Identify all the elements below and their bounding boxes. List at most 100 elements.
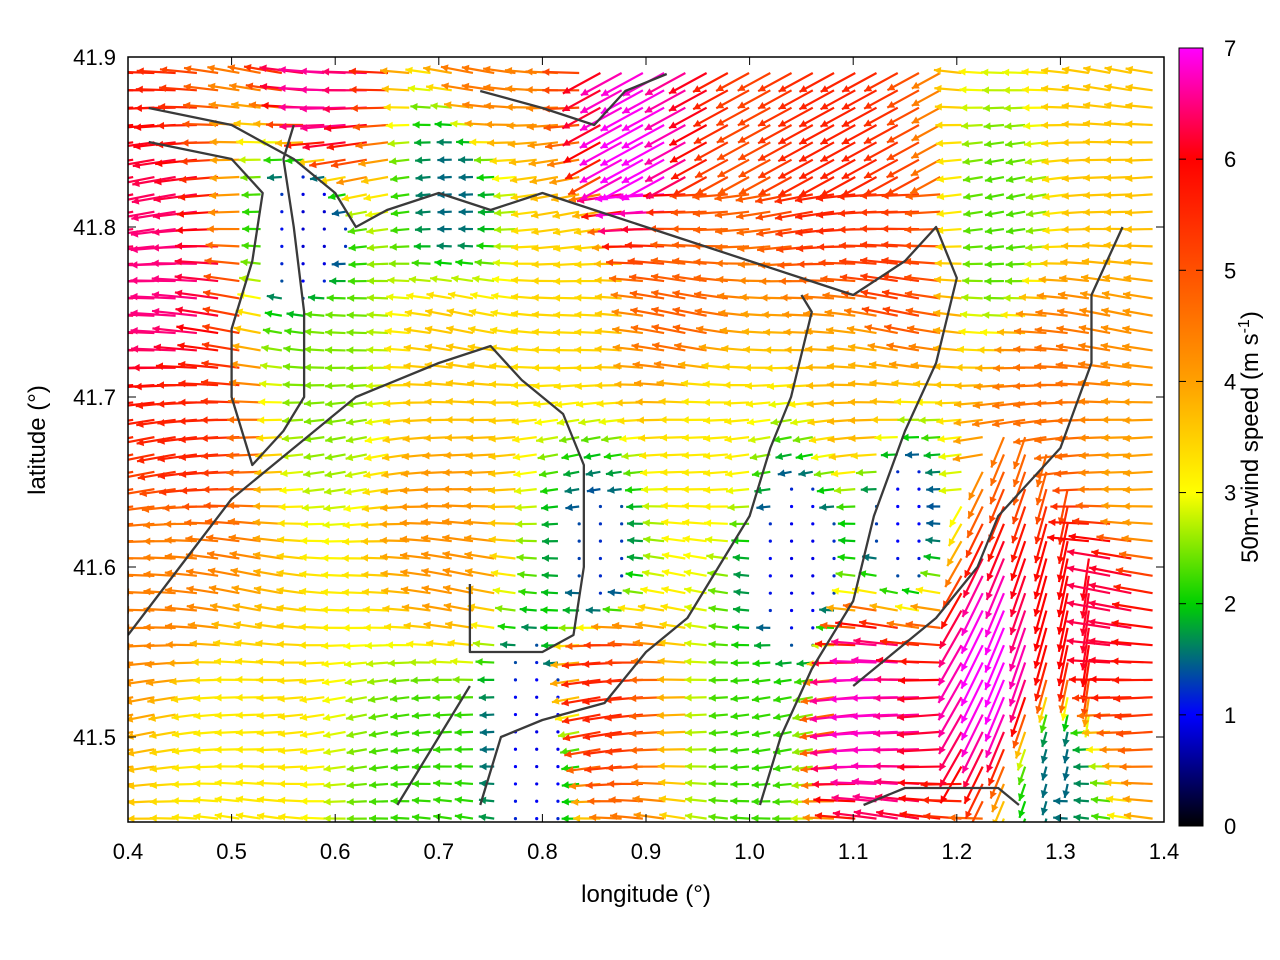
wind-arrow-shaft [130,279,176,283]
wind-arrow [320,623,346,632]
wind-arrow-head [331,209,340,217]
wind-arrow-dot [811,574,815,578]
wind-arrow [346,781,367,789]
wind-arrow [768,556,772,561]
wind-arrow [322,262,326,266]
wind-arrow [390,780,410,789]
wind-arrow-head [390,192,399,200]
wind-arrow-head [276,604,284,612]
wind-arrow-dot [832,522,836,526]
wind-arrow [298,641,325,650]
wind-arrow-head [277,676,285,685]
wind-arrow-shaft [151,277,197,283]
wind-arrow-head [90,180,98,187]
wind-arrow-head [307,293,316,302]
wind-arrow [322,244,326,248]
wind-arrow [256,812,282,820]
wind-arrow [256,694,282,702]
wind-arrow-head [366,328,374,337]
wind-arrow [387,276,410,285]
wind-arrow [414,225,431,234]
wind-arrow-shaft [302,141,346,149]
wind-arrow-head [322,696,331,704]
wind-arrow [874,522,879,526]
wind-arrow [277,763,304,772]
wind-arrow [303,435,325,443]
wind-arrow-shaft [128,210,155,218]
wind-arrow-head [278,796,286,805]
wind-arrow [389,243,410,251]
wind-arrow-head [171,797,179,805]
wind-arrow-shaft [174,291,219,300]
wind-arrow [325,346,346,354]
wind-arrow [147,696,176,705]
wind-arrow-shaft [131,210,176,220]
wind-arrow-head [323,748,331,756]
wind-arrow-head [303,417,312,426]
wind-arrow-head [300,747,308,756]
wind-arrow-head [280,469,288,478]
wind-arrow-head [165,640,173,649]
wind-arrow [174,273,219,283]
wind-arrow-head [411,779,419,788]
wind-arrow [208,191,240,200]
wind-arrow-head [105,815,112,823]
wind-arrow-head [298,623,306,631]
wind-arrow-head [230,360,238,369]
wind-arrow-head [254,603,262,611]
wind-arrow [535,712,539,717]
wind-arrow [277,729,304,738]
wind-arrow [145,678,176,687]
wind-arrow-head [266,120,274,129]
wind-arrow [300,780,325,789]
wind-arrow [366,346,389,354]
wind-arrow [151,291,197,300]
wind-arrow-head [380,67,388,75]
wind-arrow-head [208,208,216,217]
wind-arrow-head [193,694,201,703]
wind-arrow [241,241,261,250]
wind-arrow [214,779,240,787]
wind-arrow-head [361,521,369,529]
wind-arrow-head [259,64,267,73]
wind-arrow-head [342,624,350,632]
wind-arrow-head [383,399,391,408]
wind-arrow-head [349,85,357,94]
wind-arrow [346,328,367,337]
wind-arrow [390,226,410,234]
wind-arrow-head [89,262,96,270]
wind-arrow-head [153,195,161,203]
wind-arrow [380,570,410,578]
wind-arrow-head [181,139,189,147]
wind-arrow-head [366,294,374,302]
wind-arrow-shaft [128,296,155,300]
wind-arrow [329,277,346,285]
wind-arrow-head [411,796,420,805]
wind-arrow-head [143,553,151,562]
wind-arrow-head [400,469,409,478]
wind-arrow-shaft [176,325,219,335]
wind-arrow [598,591,603,595]
wind-arrow-shaft [128,245,155,251]
wind-arrow [152,325,198,335]
wind-arrow [303,470,325,478]
wind-arrow [556,730,560,734]
wind-arrow-dot [789,539,794,543]
wind-arrow-head [252,518,260,527]
wind-arrow-dot [535,730,539,734]
wind-arrow [229,550,261,560]
wind-arrow-head [325,364,333,372]
wind-arrow [235,778,261,787]
wind-arrow [385,310,410,318]
wind-arrow-head [303,345,312,354]
wind-arrow [277,519,304,528]
wind-arrow-head [365,210,373,219]
wind-arrow-dot [513,712,518,717]
wind-arrow-shaft [128,193,155,201]
wind-arrow [343,227,348,231]
wind-arrow [256,795,282,804]
wind-arrow-head [114,86,121,94]
wind-arrow [193,746,219,755]
wind-arrow-dot [917,504,921,509]
wind-arrow [811,522,815,526]
